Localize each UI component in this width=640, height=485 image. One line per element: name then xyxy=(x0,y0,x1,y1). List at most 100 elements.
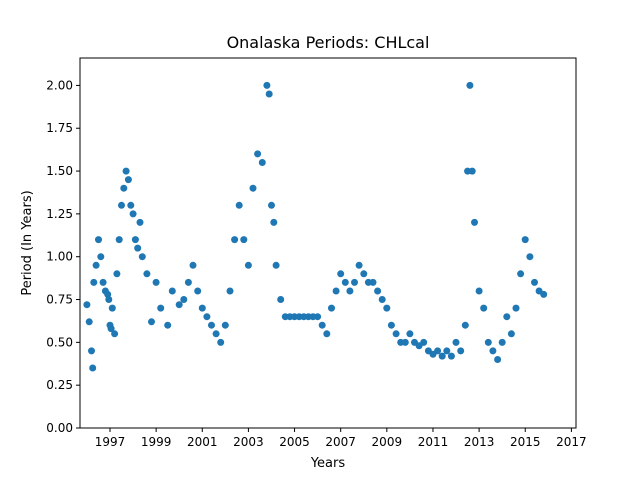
data-point xyxy=(131,236,139,244)
x-axis-label: Years xyxy=(310,456,346,471)
data-point xyxy=(164,321,172,329)
data-point xyxy=(328,304,335,312)
y-tick-label: 1.75 xyxy=(46,121,73,135)
data-point xyxy=(466,81,474,89)
data-point xyxy=(138,253,146,261)
x-tick-label: 2011 xyxy=(418,435,449,449)
data-point xyxy=(89,364,97,372)
data-point xyxy=(231,236,239,244)
data-point xyxy=(208,321,215,329)
data-point xyxy=(452,338,460,346)
data-point xyxy=(83,301,91,309)
y-axis-label: Period (In Years) xyxy=(20,190,35,295)
data-point xyxy=(346,287,354,295)
data-point xyxy=(438,352,446,360)
data-point xyxy=(99,278,107,286)
data-point xyxy=(254,150,262,158)
data-point xyxy=(90,278,98,286)
data-point xyxy=(341,278,349,286)
data-points xyxy=(83,81,548,372)
data-point xyxy=(461,321,469,329)
data-point xyxy=(198,304,206,312)
data-point xyxy=(475,287,483,295)
data-point xyxy=(113,270,121,278)
data-point xyxy=(240,236,248,244)
data-point xyxy=(120,184,128,192)
data-point xyxy=(401,338,409,346)
x-axis-ticks: 1997 1999 2001 2003 2005 2007 2009 2011 2013 2015… xyxy=(95,428,587,449)
y-axis-ticks: 0.00 0.25 0.50 0.75 1.00 1.25 1.50 1.75 2.00 xyxy=(46,78,80,435)
data-point xyxy=(540,290,548,298)
data-point xyxy=(392,330,400,338)
data-point xyxy=(498,338,506,346)
data-point xyxy=(212,330,220,338)
data-point xyxy=(129,210,137,218)
data-point xyxy=(489,347,497,355)
data-point xyxy=(105,296,113,303)
data-point xyxy=(111,330,119,338)
data-point xyxy=(512,304,520,312)
data-point xyxy=(168,287,176,295)
data-point xyxy=(531,278,538,286)
data-point xyxy=(270,218,278,226)
x-tick-label: 2007 xyxy=(325,435,356,449)
data-point xyxy=(406,330,414,338)
x-tick-label: 2005 xyxy=(279,435,310,449)
x-tick-label: 2013 xyxy=(464,435,495,449)
data-point xyxy=(118,201,125,209)
data-point xyxy=(387,321,395,329)
data-point xyxy=(124,176,132,184)
data-point xyxy=(108,304,116,312)
data-point xyxy=(88,347,95,355)
data-point xyxy=(203,313,211,321)
data-point xyxy=(374,287,382,295)
data-point xyxy=(97,253,105,261)
data-point xyxy=(258,159,266,166)
data-point xyxy=(175,301,183,309)
data-point xyxy=(122,167,130,175)
data-point xyxy=(249,184,257,192)
x-tick-label: 2009 xyxy=(372,435,403,449)
y-tick-label: 1.00 xyxy=(46,250,73,264)
data-point xyxy=(378,296,386,303)
data-point xyxy=(134,244,142,252)
data-point xyxy=(180,296,188,303)
data-point xyxy=(360,270,368,278)
data-point xyxy=(434,347,442,355)
y-tick-label: 0.50 xyxy=(46,335,73,349)
data-point xyxy=(507,330,515,338)
x-tick-label: 2017 xyxy=(556,435,587,449)
data-point xyxy=(277,296,285,303)
data-point xyxy=(157,304,165,312)
x-tick-label: 2015 xyxy=(510,435,541,449)
data-point xyxy=(115,236,123,244)
data-point xyxy=(484,338,492,346)
data-point xyxy=(480,304,488,312)
data-point xyxy=(244,261,252,269)
data-point xyxy=(221,321,229,329)
y-tick-label: 0.25 xyxy=(46,378,73,392)
data-point xyxy=(194,287,202,295)
data-point xyxy=(420,338,428,346)
data-point xyxy=(468,167,476,175)
data-point xyxy=(217,338,225,346)
data-point xyxy=(226,287,234,295)
data-point xyxy=(447,352,455,360)
data-point xyxy=(314,313,322,321)
plot-frame xyxy=(79,57,577,429)
data-point xyxy=(235,201,243,209)
data-point xyxy=(503,313,511,321)
x-tick-label: 2003 xyxy=(233,435,264,449)
data-point xyxy=(272,261,280,269)
data-point xyxy=(136,218,144,226)
data-point xyxy=(323,330,331,338)
data-point xyxy=(189,261,197,269)
data-point xyxy=(332,287,340,295)
y-tick-label: 0.00 xyxy=(46,421,73,435)
data-point xyxy=(355,261,363,269)
data-point xyxy=(517,270,525,278)
data-point xyxy=(263,81,271,89)
